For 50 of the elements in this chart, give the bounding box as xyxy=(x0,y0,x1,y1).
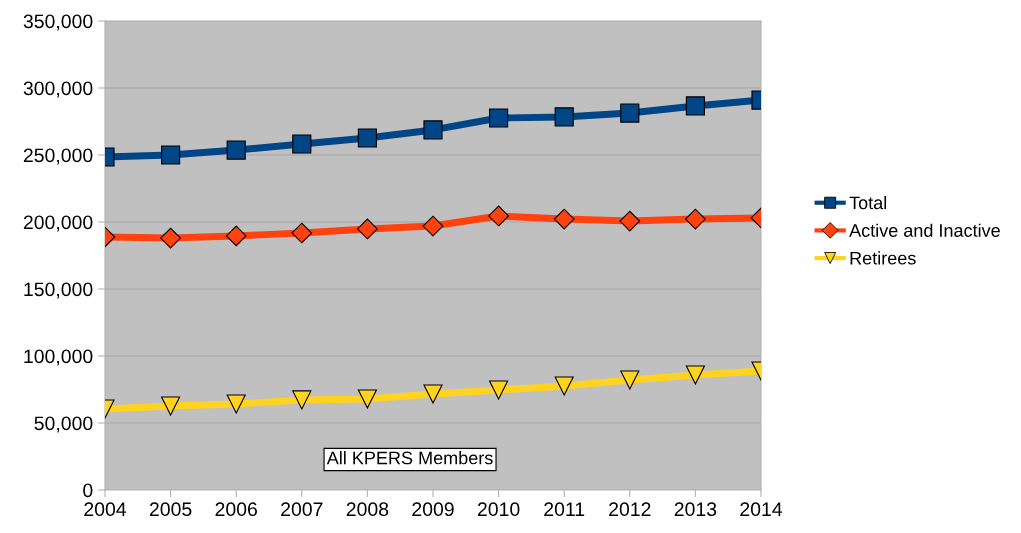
point xyxy=(226,140,246,160)
point xyxy=(291,222,313,244)
y-tick-label: 300,000 xyxy=(23,81,93,98)
point xyxy=(554,107,574,127)
annotation: All KPERS Members xyxy=(326,451,493,465)
x-tick-label: 2011 xyxy=(544,502,585,517)
point xyxy=(685,365,705,385)
y-tick-label: 100,000 xyxy=(24,349,93,366)
y-tick-label: 200,000 xyxy=(23,215,93,232)
x-tick-label: 2005 xyxy=(149,502,192,517)
y-tick-label: 250,000 xyxy=(23,148,93,165)
point xyxy=(423,384,443,404)
point xyxy=(357,128,377,148)
point xyxy=(225,225,247,247)
point xyxy=(357,389,377,409)
x-tick-label: 2007 xyxy=(281,502,323,517)
point xyxy=(488,205,509,227)
point xyxy=(160,227,181,249)
point xyxy=(554,376,574,396)
point xyxy=(489,380,509,400)
point xyxy=(292,134,312,154)
point xyxy=(620,370,640,390)
y-tick-label: 0 xyxy=(83,483,93,498)
point xyxy=(422,215,444,237)
y-tick-label: 150,000 xyxy=(24,282,93,299)
point xyxy=(357,218,378,240)
x-tick-label: 2008 xyxy=(346,502,389,517)
point xyxy=(619,210,641,232)
point xyxy=(685,208,706,230)
x-tick-label: 2014 xyxy=(740,502,783,517)
point xyxy=(161,396,181,416)
point xyxy=(226,394,246,414)
x-tick-label: 2013 xyxy=(674,502,717,517)
point xyxy=(620,103,640,123)
point xyxy=(161,145,181,165)
point xyxy=(292,390,312,410)
legend-label: Retirees xyxy=(850,251,916,265)
y-tick-label: 350,000 xyxy=(23,14,93,31)
x-tick-label: 2010 xyxy=(477,502,520,517)
x-tick-label: 2012 xyxy=(609,502,651,517)
x-tick-label: 2006 xyxy=(215,502,257,517)
point xyxy=(489,108,509,128)
y-tick-label: 50,000 xyxy=(34,416,93,433)
x-tick-label: 2004 xyxy=(84,502,127,517)
point xyxy=(423,120,443,140)
legend-label: Active and Inactive xyxy=(849,223,1000,237)
legend-label: Total xyxy=(849,195,887,210)
x-tick-label: 2009 xyxy=(412,502,454,517)
point xyxy=(553,208,575,230)
point xyxy=(685,96,705,116)
